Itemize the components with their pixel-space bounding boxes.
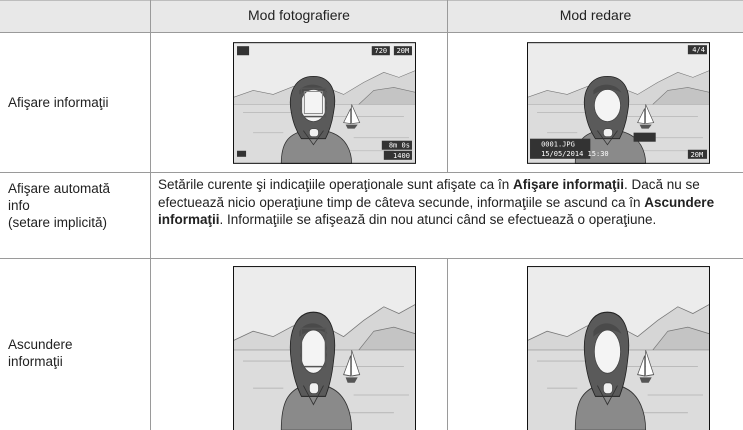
face-frame bbox=[303, 90, 323, 115]
resolution-icon: 720 bbox=[374, 46, 387, 55]
column-divider bbox=[447, 0, 448, 172]
text-run: . Informaţiile se afişează din nou atunc… bbox=[219, 212, 657, 227]
row-label: Afişare informaţii bbox=[8, 95, 109, 110]
playback-screen: 4/4 0001.JPG 15/05/2014 15:30 20M bbox=[527, 42, 710, 164]
text-run: . Dacă nu se efectuează nicio operaţiune… bbox=[158, 177, 700, 210]
file-name: 0001.JPG bbox=[541, 140, 575, 149]
row-divider bbox=[0, 258, 743, 259]
scene-icon bbox=[237, 46, 250, 56]
row-divider bbox=[0, 172, 743, 173]
date-time: 15/05/2014 15:30 bbox=[541, 149, 609, 158]
size-icon: 20M bbox=[691, 150, 704, 159]
header-row bbox=[0, 0, 743, 33]
face-frame bbox=[300, 87, 327, 118]
row-label: Afişare automată info bbox=[8, 181, 111, 213]
row-label: Ascundere informaţii bbox=[8, 337, 73, 369]
face-frame bbox=[300, 327, 327, 368]
column-header: Mod redare bbox=[559, 7, 632, 23]
row-label-group: Afişare automată info (setare implicită) bbox=[8, 180, 130, 231]
text-run: Setările curente şi indicaţiile operaţio… bbox=[158, 177, 513, 192]
column-divider bbox=[447, 258, 448, 430]
emphasis: Afişare informaţii bbox=[512, 177, 624, 192]
column-divider bbox=[150, 0, 151, 430]
remaining-shots: 1400 bbox=[393, 151, 410, 160]
remaining-time: 8m 0s bbox=[389, 141, 410, 150]
image-counter: 4/4 bbox=[692, 45, 705, 54]
size-icon: 20M bbox=[397, 46, 410, 55]
emphasis: Ascundere informaţii bbox=[158, 194, 715, 228]
shooting-screen-hidden bbox=[233, 266, 416, 430]
shooting-screen: 720 20M 8m 0s 1400 bbox=[233, 42, 416, 164]
playback-screen-hidden bbox=[527, 266, 710, 430]
description: Setările curente şi indicaţiile operaţio… bbox=[158, 176, 736, 229]
row-note: (setare implicită) bbox=[8, 215, 108, 230]
column-header: Mod fotografiere bbox=[248, 7, 350, 23]
ok-icon bbox=[633, 132, 656, 142]
